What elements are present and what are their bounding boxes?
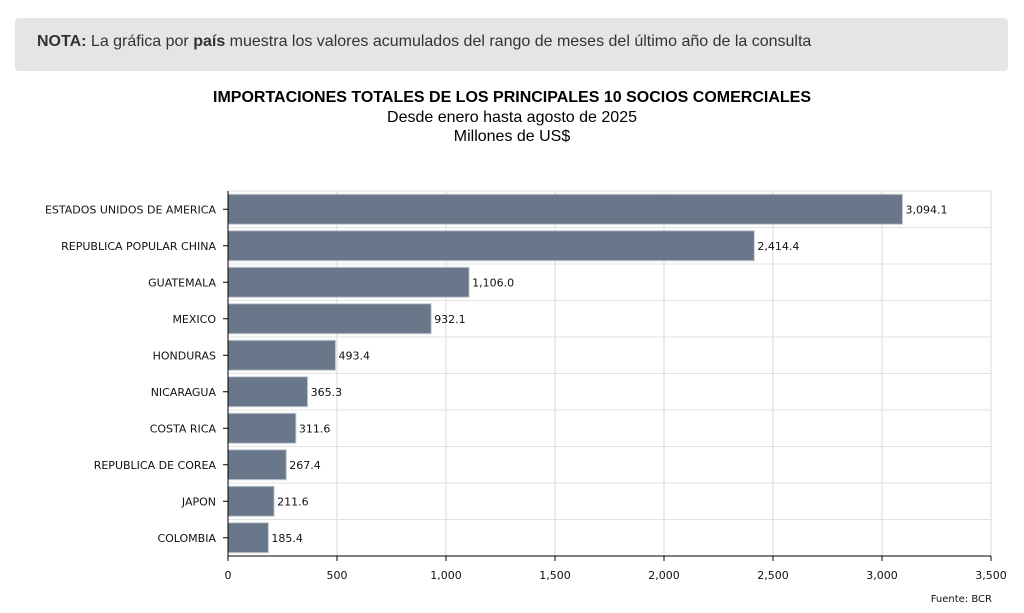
category-label: HONDURAS [153, 349, 216, 362]
category-label: JAPON [181, 495, 216, 508]
category-label: MEXICO [172, 313, 216, 326]
bar [227, 230, 755, 262]
x-tick-label: 2,000 [648, 569, 680, 582]
value-label: 2,414.4 [757, 240, 799, 253]
value-label: 3,094.1 [906, 203, 948, 216]
chart-unit: Millones de US$ [453, 128, 571, 145]
bar [227, 193, 904, 225]
x-tick-label: 3,500 [975, 569, 1007, 582]
x-tick-label: 2,500 [757, 569, 789, 582]
x-tick-label: 0 [225, 569, 232, 582]
value-label: 1,106.0 [472, 276, 514, 289]
category-label: COSTA RICA [150, 422, 217, 435]
chart-titles: IMPORTACIONES TOTALES DE LOS PRINCIPALES… [0, 88, 1024, 146]
note-text-2: muestra los valores acumulados del rango… [225, 33, 812, 50]
note-banner: NOTA: La gráfica por país muestra los va… [15, 18, 1008, 71]
x-tick-label: 3,000 [866, 569, 898, 582]
bar [227, 303, 432, 335]
note-text: La gráfica por [86, 33, 194, 50]
category-label: REPUBLICA DE COREA [94, 459, 217, 472]
value-label: 311.6 [299, 422, 331, 435]
value-label: 493.4 [339, 349, 371, 362]
value-label: 267.4 [289, 459, 321, 472]
note-prefix: NOTA: [37, 33, 87, 50]
note-bold: país [193, 33, 226, 50]
bar [227, 485, 275, 517]
bar [227, 339, 337, 371]
value-label: 365.3 [311, 386, 343, 399]
x-tick-label: 1,500 [539, 569, 571, 582]
category-label: COLOMBIA [157, 532, 216, 545]
value-label: 211.6 [277, 495, 309, 508]
category-label: GUATEMALA [148, 276, 216, 289]
category-label: ESTADOS UNIDOS DE AMERICA [45, 203, 217, 216]
value-label: 932.1 [434, 313, 466, 326]
bar [227, 266, 470, 298]
x-tick-label: 500 [327, 569, 348, 582]
bar [227, 412, 297, 444]
value-label: 185.4 [271, 532, 303, 545]
x-tick-label: 1,000 [430, 569, 462, 582]
bar [227, 449, 287, 481]
category-label: NICARAGUA [151, 386, 217, 399]
chart-subtitle: Desde enero hasta agosto de 2025 [387, 109, 637, 126]
chart-title: IMPORTACIONES TOTALES DE LOS PRINCIPALES… [213, 89, 811, 106]
category-label: REPUBLICA POPULAR CHINA [61, 240, 216, 253]
bar [227, 522, 269, 554]
bar [227, 376, 309, 408]
source-label: Fuente: BCR [931, 594, 992, 605]
